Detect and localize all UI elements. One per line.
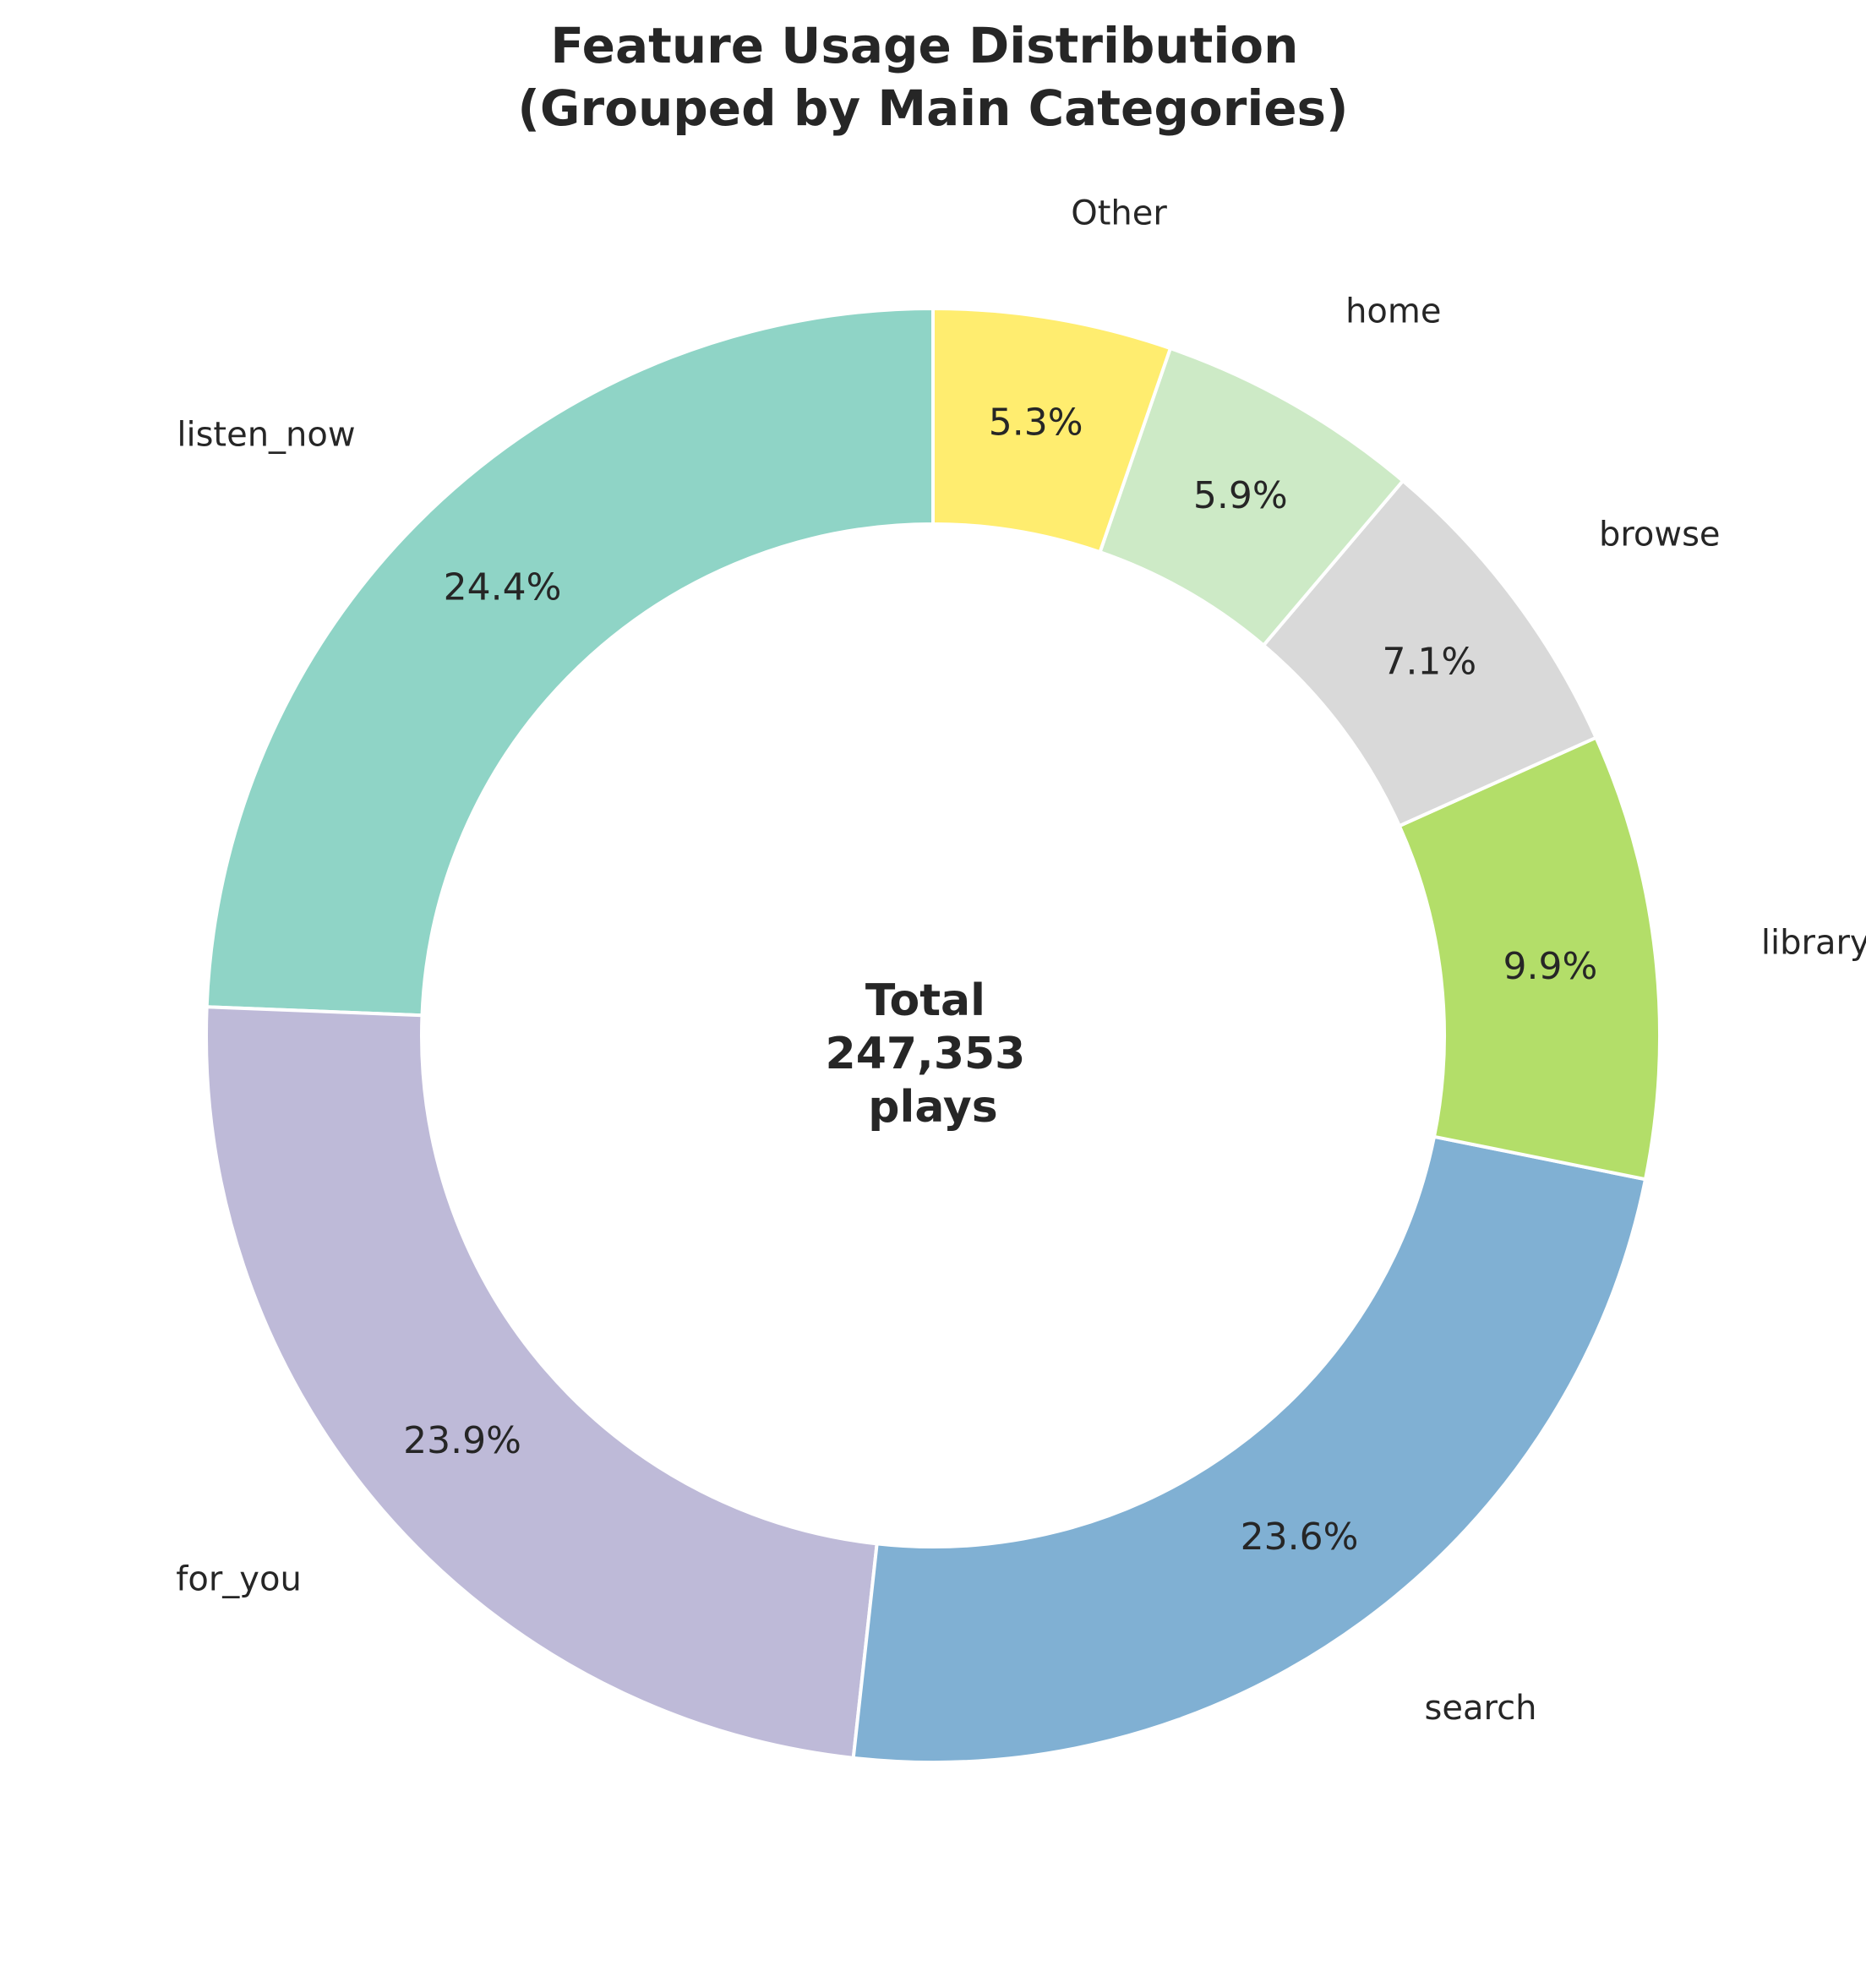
percentage-labels: 24.4% 23.9% 23.6% 9.9% 7.1% 5.9% 5.3% (403, 401, 1597, 1559)
slice-for-you (205, 1005, 879, 1761)
center-total-label: Total 247,353 plays (826, 975, 1041, 1133)
slice-search (851, 1134, 1648, 1765)
center-label-total-value: 247,353 (826, 1029, 1026, 1079)
category-label-search: search (1425, 1689, 1537, 1728)
category-label-for-you: for_you (176, 1559, 302, 1598)
slice-other (931, 306, 1173, 554)
percentage-label-other: 5.3% (989, 401, 1083, 445)
chart-title: Feature Usage Distribution (Grouped by M… (517, 17, 1348, 137)
percentage-label-search: 23.6% (1241, 1516, 1359, 1559)
category-label-library: library (1761, 923, 1866, 962)
center-label-line-3: plays (868, 1082, 997, 1133)
percentage-label-home: 5.9% (1193, 474, 1288, 517)
percentage-label-listen-now: 24.4% (444, 566, 562, 609)
chart-title-line-1: Feature Usage Distribution (550, 17, 1298, 74)
slice-listen-now (205, 306, 935, 1018)
donut-slices (205, 306, 1662, 1765)
percentage-label-library: 9.9% (1503, 945, 1598, 988)
category-label-browse: browse (1599, 515, 1721, 554)
percentage-label-for-you: 23.9% (403, 1419, 521, 1462)
category-label-listen-now: listen_now (177, 415, 355, 454)
percentage-label-browse: 7.1% (1382, 641, 1476, 684)
chart-title-line-2: (Grouped by Main Categories) (517, 79, 1348, 137)
center-label-line-1: Total (865, 975, 985, 1026)
category-label-home: home (1345, 292, 1441, 330)
category-label-other: Other (1071, 194, 1167, 233)
